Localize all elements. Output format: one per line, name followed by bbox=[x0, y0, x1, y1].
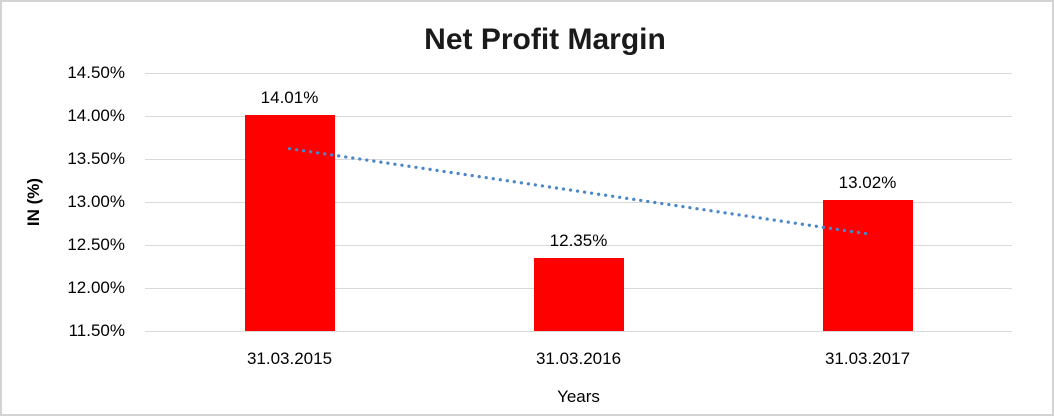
y-gridline bbox=[145, 330, 1012, 332]
y-gridline bbox=[145, 115, 1012, 117]
y-gridline bbox=[145, 72, 1012, 74]
bar-31.03.2015 bbox=[244, 115, 335, 331]
bar-value-label: 13.02% bbox=[838, 173, 897, 193]
y-axis-tick-label: 11.50% bbox=[68, 321, 125, 340]
bar-value-label: 14.01% bbox=[260, 88, 319, 108]
bar-31.03.2017 bbox=[822, 200, 913, 331]
x-axis-category-label: 31.03.2016 bbox=[535, 349, 622, 368]
x-axis-category-label: 31.03.2017 bbox=[824, 349, 911, 368]
chart-title: Net Profit Margin bbox=[424, 23, 666, 56]
plot-area: 14.01% 31.03.2015 12.35% 31.03.2016 13.02% 31… bbox=[145, 72, 1012, 368]
y-axis-tick-label: 12.00% bbox=[67, 278, 125, 297]
trendline-path bbox=[287, 147, 870, 236]
y-axis-tick-label: 14.50% bbox=[67, 63, 125, 82]
x-axis-category-label: 31.03.2015 bbox=[246, 349, 333, 368]
bar-value-label: 12.35% bbox=[549, 230, 608, 250]
y-axis-tick-label: 12.50% bbox=[67, 235, 125, 254]
y-gridline bbox=[145, 244, 1012, 246]
y-axis-tick-label: 13.50% bbox=[67, 149, 125, 168]
y-axis-tick-label: 14.00% bbox=[67, 106, 125, 125]
bar-31.03.2016 bbox=[533, 257, 624, 331]
y-axis-tick-label: 13.00% bbox=[67, 192, 125, 211]
x-axis-title: Years bbox=[557, 387, 600, 406]
